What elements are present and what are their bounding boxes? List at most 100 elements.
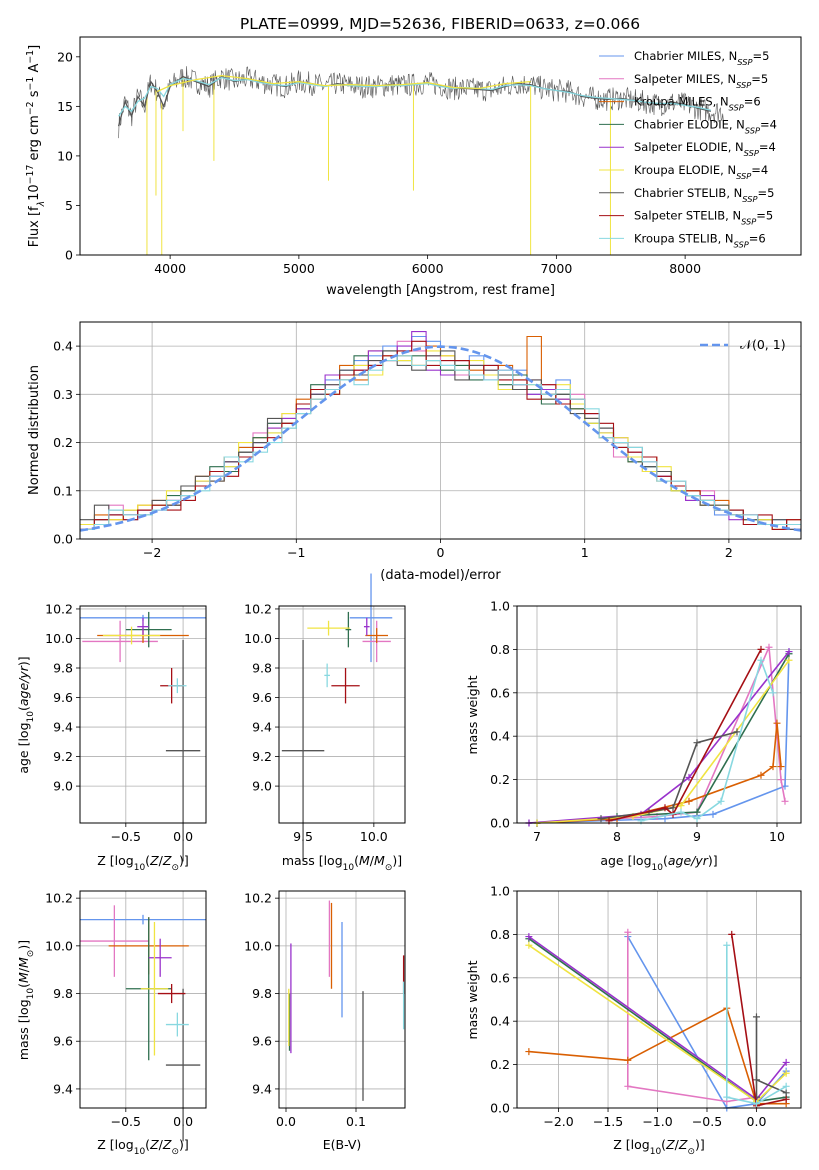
y-tick-label: 1.0 bbox=[490, 599, 510, 614]
weight-marker bbox=[693, 808, 701, 816]
data-point bbox=[345, 611, 352, 648]
label-part: ⊙ bbox=[687, 1147, 695, 1157]
y-tick-label: 1.0 bbox=[490, 884, 510, 899]
weight-vs-age-xlabel: age [log10(age/yr)] bbox=[600, 853, 717, 873]
x-tick-label: 7 bbox=[533, 829, 541, 844]
figure-title: PLATE=0999, MJD=52636, FIBERID=0633, z=0… bbox=[240, 15, 640, 33]
x-tick-label: 4000 bbox=[154, 261, 186, 276]
y-tick-label: 0.4 bbox=[490, 1014, 510, 1029]
label-part: Z [log bbox=[613, 1137, 649, 1152]
label-part: age [log bbox=[600, 853, 651, 868]
y-tick-label: 9.4 bbox=[53, 720, 73, 735]
label-part: ( bbox=[663, 853, 668, 868]
weight-marker bbox=[669, 804, 677, 812]
weight-marker bbox=[782, 1095, 790, 1103]
legend-entry: 𝒩(0, 1) bbox=[740, 337, 786, 352]
label-part: Kroupa MILES, N bbox=[634, 95, 729, 109]
label-part: SSP bbox=[745, 125, 760, 135]
y-tick-label: 9.4 bbox=[53, 1081, 73, 1096]
label-part: =4 bbox=[751, 163, 768, 177]
y-tick-label: 9.8 bbox=[53, 661, 73, 676]
weight-marker bbox=[624, 928, 632, 936]
label-part: mass [log bbox=[16, 999, 31, 1060]
histogram-ylabel: Normed distribution bbox=[27, 365, 42, 495]
weight-line bbox=[528, 646, 786, 824]
data-point bbox=[331, 668, 360, 704]
weight-marker bbox=[781, 797, 789, 805]
x-tick-label: −2 bbox=[143, 545, 161, 560]
histogram-step bbox=[80, 355, 801, 530]
label-part: / bbox=[159, 853, 164, 868]
weight-vs-age-ylabel: mass weight bbox=[465, 675, 480, 754]
label-part: Kroupa ELODIE, N bbox=[634, 163, 736, 177]
y-tick-label: 10.2 bbox=[45, 601, 73, 616]
label-part: / bbox=[16, 967, 31, 972]
label-part: Chabrier STELIB, N bbox=[634, 186, 742, 200]
data-point bbox=[165, 988, 201, 1142]
label-part: ⊙ bbox=[171, 1147, 179, 1157]
label-part: M bbox=[16, 957, 31, 968]
weight-marker bbox=[685, 773, 693, 781]
label-part: )] bbox=[16, 940, 31, 950]
label-part: )] bbox=[708, 853, 718, 868]
weight-marker bbox=[765, 643, 773, 651]
weight-marker bbox=[677, 808, 685, 816]
data-point bbox=[82, 620, 158, 663]
weight-marker bbox=[785, 656, 793, 664]
y-tick-label: 15 bbox=[57, 99, 73, 114]
y-tick-label: 9.0 bbox=[252, 779, 272, 794]
x-tick-label: 6000 bbox=[412, 261, 444, 276]
y-tick-label: 0.8 bbox=[490, 642, 510, 657]
x-tick-label: 7000 bbox=[540, 261, 572, 276]
weight-marker bbox=[693, 815, 701, 823]
weight-marker bbox=[769, 689, 777, 697]
y-tick-label: 0.3 bbox=[53, 387, 73, 402]
weight-marker bbox=[782, 1069, 790, 1077]
age-vs-Z-ylabel: age [log10(age/yr)] bbox=[16, 656, 36, 773]
weight-marker bbox=[785, 648, 793, 656]
label-part: ⊙ bbox=[385, 863, 393, 873]
weight-marker bbox=[757, 645, 765, 653]
data-point bbox=[165, 1012, 189, 1037]
normal-curve bbox=[79, 345, 802, 532]
legend-entry: Chabrier STELIB, NSSP=5 bbox=[634, 186, 774, 204]
y-tick-label: 10 bbox=[57, 148, 73, 163]
spectrum-ylabel: Flux [fλ10−17 erg cm−2 s−1 A−1] bbox=[25, 45, 47, 247]
label-part: ( bbox=[16, 706, 31, 711]
weight-marker bbox=[624, 1082, 632, 1090]
spectrum-data-line bbox=[118, 66, 724, 139]
weight-marker bbox=[752, 1093, 760, 1101]
label-part: SSP bbox=[729, 103, 744, 113]
legend-entry: Chabrier MILES, NSSP=5 bbox=[634, 49, 769, 67]
label-part: Z bbox=[149, 1137, 159, 1152]
weight-vs-Z-xlabel: Z [log10(Z/Z⊙)] bbox=[613, 1137, 705, 1157]
legend-entry: Chabrier ELODIE, NSSP=4 bbox=[634, 117, 777, 135]
weight-marker bbox=[717, 797, 725, 805]
weight-marker bbox=[752, 1076, 760, 1084]
y-tick-label: 9.2 bbox=[252, 749, 272, 764]
weight-line bbox=[608, 649, 762, 822]
mass-vs-Z-panel: −0.5 0.09.49.69.810.010.2Z [log10(Z/Z⊙)]m… bbox=[16, 890, 207, 1157]
label-part: mass [log bbox=[282, 853, 343, 868]
weight-marker bbox=[777, 776, 785, 784]
axes-frame bbox=[516, 890, 802, 1109]
label-part: age/yr bbox=[668, 853, 709, 868]
label-part: Salpeter STELIB, N bbox=[634, 209, 741, 223]
weight-marker bbox=[677, 802, 685, 810]
weight-marker bbox=[597, 815, 605, 823]
y-tick-label: 9.6 bbox=[53, 690, 73, 705]
data-point bbox=[125, 611, 172, 648]
label-part: =4 bbox=[760, 117, 777, 131]
axes-frame bbox=[278, 605, 406, 824]
legend-entry: Kroupa STELIB, NSSP=6 bbox=[634, 231, 766, 249]
x-tick-label: −0.5 bbox=[111, 1114, 141, 1129]
y-tick-label: 9.8 bbox=[53, 986, 73, 1001]
x-tick-label: 0.1 bbox=[346, 1114, 366, 1129]
x-tick-label: 1 bbox=[581, 545, 589, 560]
label-part: 10 bbox=[27, 184, 42, 201]
label-part: −2 bbox=[25, 101, 36, 115]
label-part: =5 bbox=[752, 49, 769, 63]
label-part: ( bbox=[145, 1137, 150, 1152]
label-part: / bbox=[370, 853, 375, 868]
label-part: )] bbox=[392, 853, 402, 868]
